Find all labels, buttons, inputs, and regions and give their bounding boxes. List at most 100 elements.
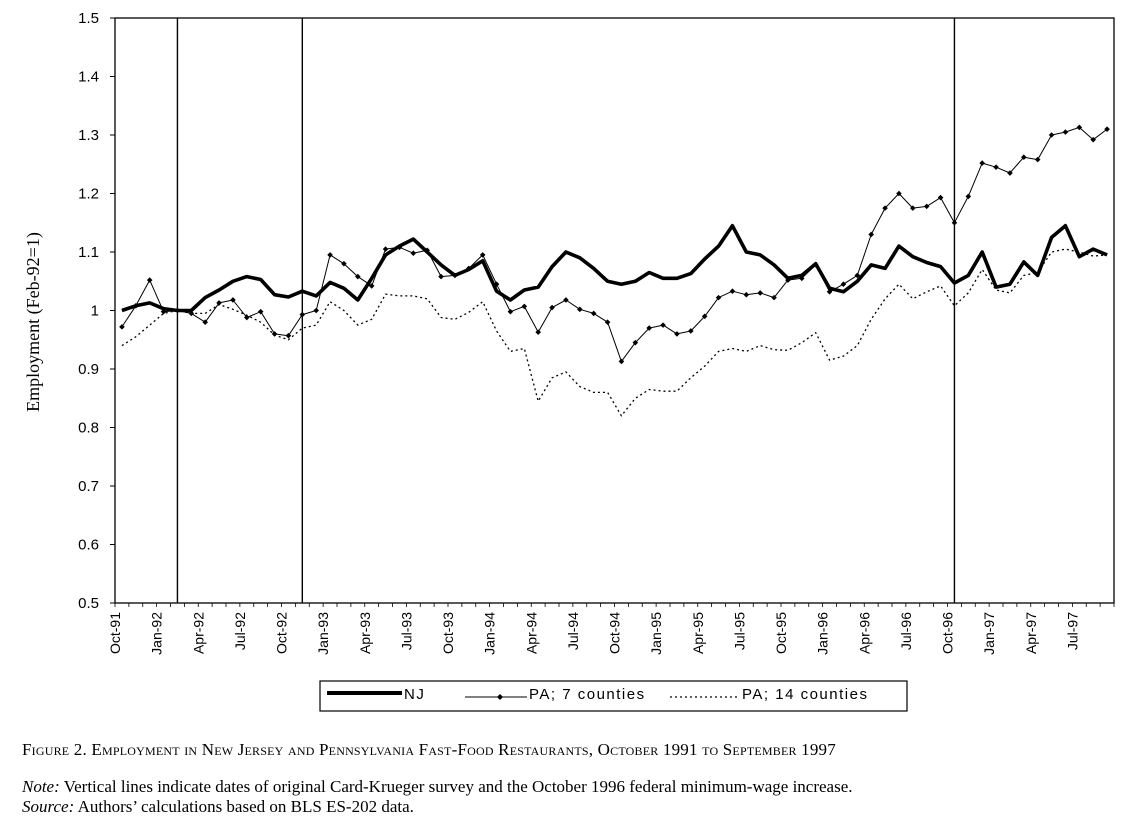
y-tick-label: 0.7 bbox=[78, 478, 99, 495]
x-tick-label: Jan-94 bbox=[482, 612, 498, 655]
figure-caption-title: Figure 2. Employment in New Jersey and P… bbox=[22, 740, 836, 759]
series-point-pa7 bbox=[119, 324, 125, 330]
series-point-pa7 bbox=[840, 281, 847, 287]
y-axis-label: Employment (Feb-92=1) bbox=[23, 232, 44, 412]
series-point-pa7 bbox=[438, 273, 444, 280]
series-point-pa7 bbox=[937, 194, 944, 201]
x-tick-label: Oct-92 bbox=[274, 612, 290, 654]
series-point-pa7 bbox=[923, 203, 930, 210]
series-point-pa7 bbox=[688, 328, 694, 334]
x-tick-label: Jan-93 bbox=[315, 612, 331, 655]
x-tick-label: Jul-93 bbox=[398, 612, 414, 650]
series-layer bbox=[119, 124, 1110, 417]
series-point-pa7 bbox=[146, 277, 153, 283]
note-text: Vertical lines indicate dates of origina… bbox=[63, 777, 853, 796]
series-point-pa7 bbox=[1062, 129, 1069, 135]
series-point-pa7 bbox=[590, 310, 597, 317]
series-point-pa7 bbox=[660, 322, 666, 328]
x-tick-label: Jul-95 bbox=[731, 612, 747, 650]
y-tick-label: 1.4 bbox=[78, 69, 99, 86]
series-point-pa7 bbox=[674, 331, 680, 337]
series-point-pa7 bbox=[979, 160, 985, 166]
series-point-pa7 bbox=[632, 339, 639, 346]
series-point-pa7 bbox=[521, 303, 528, 310]
series-point-pa7 bbox=[1104, 126, 1110, 132]
series-point-pa7 bbox=[271, 331, 278, 337]
series-point-pa7 bbox=[230, 297, 236, 303]
series-point-pa7 bbox=[715, 294, 722, 301]
series-point-pa7 bbox=[910, 205, 916, 211]
y-tick-label: 0.5 bbox=[78, 595, 99, 612]
series-point-pa7 bbox=[368, 283, 375, 289]
series-point-pa7 bbox=[618, 358, 625, 365]
series-point-pa7 bbox=[882, 205, 888, 211]
x-tick-label: Apr-97 bbox=[1023, 612, 1039, 654]
series-point-pa7 bbox=[771, 294, 777, 301]
y-tick-label: 1 bbox=[91, 303, 99, 320]
x-tick-label: Oct-96 bbox=[940, 612, 956, 654]
series-point-pa7 bbox=[1021, 154, 1027, 161]
series-point-pa7 bbox=[355, 273, 361, 280]
x-tick-label: Jan-95 bbox=[648, 612, 664, 655]
y-tick-label: 0.8 bbox=[78, 420, 99, 437]
series-point-pa7 bbox=[757, 290, 763, 296]
series-point-pa7 bbox=[1076, 124, 1083, 131]
x-tick-label: Jul-94 bbox=[565, 612, 581, 650]
series-line-nj bbox=[121, 223, 1108, 313]
series-point-pa7 bbox=[507, 308, 514, 315]
x-tick-label: Jul-92 bbox=[232, 612, 248, 650]
y-tick-label: 0.6 bbox=[78, 537, 99, 554]
employment-chart: 0.5 0.6 0.7 0.8 0.9 1 1.1 1.2 1.3 1.4 1.5 Oct-91 Ja… bbox=[23, 10, 1115, 712]
legend-label-pa7: PA; 7 counties bbox=[529, 686, 646, 703]
source-label: Source: bbox=[22, 797, 75, 816]
series-point-pa7 bbox=[951, 219, 958, 226]
x-tick-label: Jan-92 bbox=[149, 612, 165, 655]
series-point-pa7 bbox=[216, 300, 222, 306]
y-tick-label: 1.5 bbox=[78, 10, 99, 27]
y-tick-label: 1.2 bbox=[78, 186, 99, 203]
series-point-pa7 bbox=[479, 252, 486, 258]
series-point-pa7 bbox=[1034, 156, 1041, 163]
series-point-pa7 bbox=[646, 325, 652, 331]
series-point-pa7 bbox=[341, 260, 347, 267]
series-point-pa7 bbox=[868, 231, 874, 238]
series-line-pa-14-counties bbox=[121, 248, 1108, 417]
series-point-pa7 bbox=[202, 319, 208, 325]
series-point-pa7 bbox=[826, 288, 833, 295]
series-point-pa7 bbox=[563, 297, 569, 303]
x-tick-label: Oct-95 bbox=[773, 612, 789, 654]
series-point-pa7 bbox=[993, 164, 999, 170]
series-point-pa7 bbox=[604, 319, 611, 325]
series-point-pa7 bbox=[965, 193, 972, 200]
series-point-pa7 bbox=[285, 332, 292, 339]
series-point-pa7 bbox=[1048, 132, 1055, 138]
series-point-pa7 bbox=[549, 304, 555, 311]
series-point-pa7 bbox=[493, 281, 500, 287]
series-point-pa7 bbox=[729, 288, 736, 294]
series-point-pa7 bbox=[299, 311, 306, 318]
series-point-pa7 bbox=[313, 307, 319, 314]
series-point-pa7 bbox=[382, 246, 389, 252]
vertical-marker-lines bbox=[176, 18, 956, 603]
series-point-pa7 bbox=[327, 252, 333, 258]
y-tick-label: 1.3 bbox=[78, 127, 99, 144]
x-tick-label: Apr-95 bbox=[690, 612, 706, 654]
x-tick-label: Apr-96 bbox=[856, 612, 872, 654]
legend-box bbox=[319, 680, 908, 712]
figure-caption-note: Note: Vertical lines indicate dates of o… bbox=[22, 777, 1122, 817]
series-point-pa7 bbox=[257, 308, 264, 315]
y-axis: 0.5 0.6 0.7 0.8 0.9 1 1.1 1.2 1.3 1.4 1.5 bbox=[78, 10, 1115, 612]
legend-label-pa14: PA; 14 counties bbox=[742, 686, 868, 703]
x-tick-label: Apr-92 bbox=[190, 612, 206, 654]
y-tick-label: 1.1 bbox=[78, 244, 99, 261]
series-line-pa-7-counties bbox=[121, 126, 1108, 362]
source-text: Authors’ calculations based on BLS ES-20… bbox=[77, 797, 414, 816]
series-point-pa7 bbox=[1007, 170, 1013, 176]
series-point-pa7 bbox=[160, 308, 167, 315]
series-point-pa7 bbox=[743, 291, 750, 298]
x-tick-label: Jan-97 bbox=[981, 612, 997, 655]
x-tick-label: Apr-93 bbox=[357, 612, 373, 654]
legend-label-nj: NJ bbox=[404, 686, 425, 703]
legend: NJ PA; 7 counties PA; 14 counties bbox=[319, 680, 908, 712]
x-tick-label: Apr-94 bbox=[523, 612, 539, 654]
